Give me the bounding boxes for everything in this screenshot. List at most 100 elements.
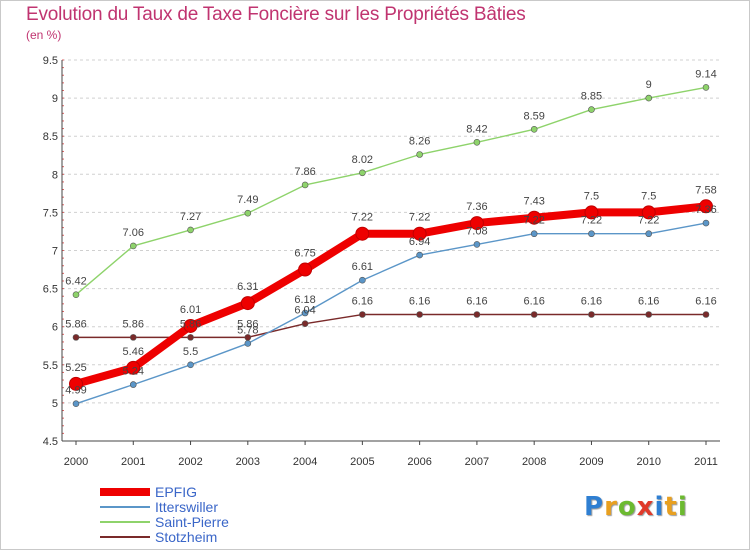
legend-swatch bbox=[100, 506, 150, 508]
data-label: 6.18 bbox=[294, 294, 315, 306]
x-tick-label: 2006 bbox=[407, 456, 431, 468]
proxiti-logo: Proxiti bbox=[584, 492, 688, 522]
x-tick-label: 2004 bbox=[293, 456, 317, 468]
legend-swatch bbox=[100, 488, 150, 496]
data-label: 6.94 bbox=[409, 236, 430, 248]
y-tick-label: 7.5 bbox=[43, 207, 58, 219]
grid-layer bbox=[62, 59, 720, 442]
data-point bbox=[244, 209, 252, 217]
data-label: 5.5 bbox=[183, 346, 198, 358]
data-label: 8.59 bbox=[523, 110, 544, 122]
data-point bbox=[473, 138, 481, 146]
data-label: 8.42 bbox=[466, 123, 487, 135]
data-label: 7.08 bbox=[466, 225, 487, 237]
logo-letter: o bbox=[617, 492, 637, 522]
series-line-saint-pierre bbox=[75, 86, 707, 296]
data-point bbox=[187, 226, 194, 234]
data-label: 7.58 bbox=[695, 184, 716, 196]
data-label: 5.86 bbox=[237, 318, 258, 330]
data-point bbox=[72, 334, 80, 341]
x-tick-label: 2010 bbox=[636, 456, 660, 468]
data-point bbox=[416, 251, 423, 259]
legend-swatch bbox=[100, 536, 150, 538]
logo-letter: i bbox=[677, 492, 688, 522]
data-label: 9.14 bbox=[695, 68, 716, 80]
data-label: 6.16 bbox=[466, 296, 487, 308]
data-label: 8.85 bbox=[581, 91, 602, 103]
data-point bbox=[416, 311, 423, 318]
data-label: 7.22 bbox=[638, 215, 659, 227]
data-label: 6.16 bbox=[523, 296, 544, 308]
y-tick-label: 5.5 bbox=[43, 360, 58, 372]
x-tick-label: 2003 bbox=[236, 456, 260, 468]
y-tick-label: 5 bbox=[52, 398, 58, 410]
data-label: 6.16 bbox=[638, 296, 659, 308]
data-point bbox=[129, 242, 137, 250]
data-point bbox=[240, 296, 255, 311]
data-label: 6.31 bbox=[237, 281, 258, 293]
legend-label: EPFIG bbox=[155, 484, 198, 500]
data-point bbox=[645, 94, 653, 102]
data-label: 5.86 bbox=[123, 318, 144, 330]
y-tick-label: 9.5 bbox=[43, 55, 58, 67]
legend-item: Saint-Pierre bbox=[100, 514, 300, 530]
legend-item: EPFIG bbox=[100, 484, 300, 500]
logo-letter: t bbox=[664, 492, 678, 522]
data-label: 7.5 bbox=[584, 190, 599, 202]
data-point bbox=[301, 309, 309, 317]
data-point bbox=[187, 361, 194, 369]
data-point bbox=[126, 360, 141, 375]
data-label: 5.86 bbox=[180, 318, 201, 330]
chart-title: Evolution du Taux de Taxe Foncière sur l… bbox=[26, 4, 526, 25]
chart-unit: (en %) bbox=[26, 28, 62, 42]
data-point bbox=[183, 318, 198, 333]
x-tick-label: 2009 bbox=[579, 456, 603, 468]
data-label: 6.75 bbox=[294, 248, 315, 260]
data-point bbox=[469, 216, 484, 231]
data-label: 7.27 bbox=[180, 211, 201, 223]
x-tick-label: 2002 bbox=[178, 456, 202, 468]
data-point bbox=[359, 169, 366, 177]
data-label: 6.42 bbox=[65, 276, 86, 288]
legend-label: Saint-Pierre bbox=[155, 514, 229, 530]
data-label: 6.16 bbox=[352, 296, 373, 308]
data-label: 7.22 bbox=[523, 215, 544, 227]
data-point bbox=[244, 340, 252, 347]
data-point bbox=[530, 126, 538, 133]
data-point bbox=[72, 291, 80, 298]
data-label: 6.16 bbox=[581, 296, 602, 308]
data-point bbox=[702, 84, 710, 91]
logo-letter: P bbox=[584, 492, 605, 522]
legend-label: Itterswiller bbox=[155, 499, 219, 515]
y-tick-label: 6 bbox=[52, 322, 58, 334]
data-point bbox=[702, 311, 710, 318]
x-tick-label: 2001 bbox=[121, 456, 145, 468]
data-point bbox=[416, 151, 423, 158]
data-label: 5.78 bbox=[237, 324, 258, 336]
data-point bbox=[412, 226, 427, 241]
data-point bbox=[645, 230, 653, 238]
x-tick-label: 2005 bbox=[350, 456, 374, 468]
logo-letter: i bbox=[654, 492, 665, 522]
data-point bbox=[641, 205, 656, 220]
data-label: 6.01 bbox=[180, 304, 201, 316]
data-point bbox=[584, 205, 599, 220]
data-label: 9 bbox=[646, 79, 652, 91]
legend-item: Itterswiller bbox=[100, 499, 300, 515]
data-label: 7.86 bbox=[294, 166, 315, 178]
data-label: 5.46 bbox=[123, 346, 144, 358]
data-point bbox=[129, 381, 137, 388]
data-label: 5.25 bbox=[65, 362, 86, 374]
data-point bbox=[69, 376, 83, 391]
data-point bbox=[298, 262, 313, 277]
series-line-itterswiller bbox=[75, 222, 707, 405]
data-point bbox=[588, 106, 595, 113]
data-label: 6.16 bbox=[695, 296, 716, 308]
data-label: 7.43 bbox=[523, 196, 544, 208]
data-label: 4.99 bbox=[65, 385, 86, 397]
data-point bbox=[359, 311, 366, 318]
data-point bbox=[530, 230, 538, 238]
data-point bbox=[645, 311, 653, 318]
data-point bbox=[527, 210, 542, 225]
